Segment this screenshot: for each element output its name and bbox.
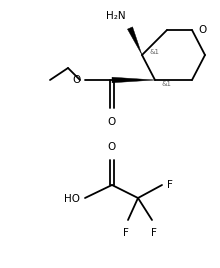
Text: F: F [151,228,157,238]
Polygon shape [112,77,155,83]
Text: O: O [108,117,116,127]
Text: F: F [167,180,173,190]
Text: O: O [198,25,206,35]
Text: HO: HO [64,194,80,204]
Text: O: O [73,75,81,85]
Polygon shape [127,27,142,55]
Text: O: O [108,142,116,152]
Text: F: F [123,228,129,238]
Text: H₂N: H₂N [106,11,126,21]
Text: &1: &1 [150,49,160,55]
Text: &1: &1 [161,81,171,87]
